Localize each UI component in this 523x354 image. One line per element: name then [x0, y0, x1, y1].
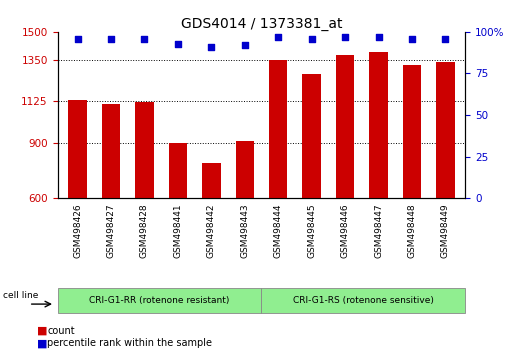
Text: percentile rank within the sample: percentile rank within the sample	[47, 338, 212, 348]
Bar	[102, 104, 120, 198]
Point	[441, 36, 450, 41]
Bar	[235, 141, 254, 198]
Bar	[302, 74, 321, 198]
Bar	[369, 52, 388, 198]
Bar	[69, 100, 87, 198]
Point	[207, 44, 215, 50]
Point	[408, 36, 416, 41]
Point	[274, 34, 282, 40]
Text: CRI-G1-RR (rotenone resistant): CRI-G1-RR (rotenone resistant)	[89, 296, 230, 305]
Point	[140, 36, 149, 41]
Point	[241, 42, 249, 48]
Text: cell line: cell line	[3, 291, 38, 300]
Text: ■: ■	[37, 338, 47, 348]
Point	[308, 36, 316, 41]
Bar	[269, 59, 288, 198]
Text: CRI-G1-RS (rotenone sensitive): CRI-G1-RS (rotenone sensitive)	[293, 296, 434, 305]
Bar	[135, 102, 154, 198]
Bar	[336, 55, 354, 198]
Point	[374, 34, 383, 40]
Text: ■: ■	[37, 326, 47, 336]
Point	[107, 36, 115, 41]
Bar	[436, 62, 454, 198]
Bar	[403, 65, 421, 198]
Bar	[169, 143, 187, 198]
Point	[341, 34, 349, 40]
Title: GDS4014 / 1373381_at: GDS4014 / 1373381_at	[181, 17, 342, 31]
Point	[73, 36, 82, 41]
Point	[174, 41, 182, 46]
Bar	[202, 163, 221, 198]
Text: count: count	[47, 326, 75, 336]
